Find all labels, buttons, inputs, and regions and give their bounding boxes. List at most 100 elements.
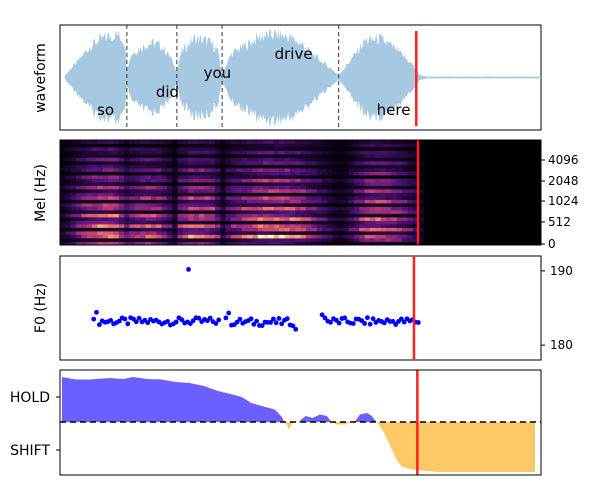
mel-cell xyxy=(65,213,72,218)
mel-cell xyxy=(332,143,339,148)
mel-cell xyxy=(86,154,93,158)
mel-cell xyxy=(118,213,125,218)
mel-cell xyxy=(391,161,398,165)
mel-cell xyxy=(305,213,312,218)
mel-cell xyxy=(375,143,382,148)
mel-cell xyxy=(193,178,200,183)
mel-cell xyxy=(263,206,269,211)
mel-cell xyxy=(86,203,93,207)
mel-cell xyxy=(231,175,237,179)
mel-cell xyxy=(364,213,371,218)
mel-cell xyxy=(348,210,355,214)
mel-cell xyxy=(396,213,403,218)
mel-cell xyxy=(300,147,307,151)
mel-cell xyxy=(198,224,205,228)
mel-cell xyxy=(231,150,237,155)
mel-cell xyxy=(247,140,253,144)
mel-cell xyxy=(257,203,264,207)
mel-cell xyxy=(311,196,317,200)
mel-cell xyxy=(92,234,98,239)
mel-cell xyxy=(300,206,307,211)
mel-cell xyxy=(353,206,360,211)
mel-cell xyxy=(321,182,328,186)
mel-cell xyxy=(172,217,178,221)
mel-cell xyxy=(407,178,414,183)
mel-cell xyxy=(348,175,355,179)
mel-cell xyxy=(166,140,173,144)
mel-cell xyxy=(76,227,82,232)
mel-cell xyxy=(81,182,88,186)
f0-point xyxy=(390,319,396,324)
mel-cell xyxy=(86,150,93,155)
mel-cell xyxy=(140,189,146,193)
mel-cell xyxy=(343,231,349,235)
mel-cell xyxy=(236,196,243,200)
mel-cell xyxy=(380,210,387,214)
mel-cell xyxy=(140,143,146,148)
mel-cell xyxy=(108,213,114,218)
mel-cell xyxy=(214,161,221,165)
mel-cell xyxy=(76,220,82,225)
mel-cell xyxy=(268,213,275,218)
mel-cell xyxy=(257,150,264,155)
mel-cell xyxy=(140,192,146,197)
mel-cell xyxy=(311,185,317,190)
mel-cell xyxy=(327,140,333,144)
mel-cell xyxy=(386,231,392,235)
mel-cell xyxy=(386,224,392,228)
mel-cell xyxy=(316,157,323,162)
mel-cell xyxy=(364,161,371,165)
f0-point xyxy=(223,315,229,321)
mel-cell xyxy=(295,220,301,225)
mel-cell xyxy=(161,182,168,186)
mel-cell xyxy=(257,168,264,172)
mel-cell xyxy=(182,192,189,197)
mel-cell xyxy=(263,182,269,186)
mel-cell xyxy=(92,224,98,228)
mel-cell xyxy=(113,157,120,162)
mel-cell xyxy=(124,157,130,162)
f0-ylabel: F0 (Hz) xyxy=(33,283,49,333)
mel-cell xyxy=(214,147,221,151)
mel-cell xyxy=(76,231,82,235)
mel-cell xyxy=(161,189,168,193)
mel-cell xyxy=(225,185,232,190)
mel-cell xyxy=(273,178,280,183)
mel-cell xyxy=(225,147,232,151)
mel-cell xyxy=(412,185,419,190)
mel-cell xyxy=(113,220,120,225)
mel-cell xyxy=(386,175,392,179)
mel-cell xyxy=(369,143,376,148)
mel-cell xyxy=(166,231,173,235)
mel-cell xyxy=(231,171,237,176)
mel-cell xyxy=(353,157,360,162)
mel-cell xyxy=(284,171,291,176)
mel-cell xyxy=(150,140,157,144)
mel-cell xyxy=(76,182,82,186)
mel-cell xyxy=(369,192,376,197)
mel-cell xyxy=(295,227,301,232)
mel-cell xyxy=(209,143,216,148)
mel-cell xyxy=(70,224,77,228)
mel-cell xyxy=(193,196,200,200)
mel-cell xyxy=(198,161,205,165)
mel-cell xyxy=(76,234,82,239)
mel-cell xyxy=(257,178,264,183)
mel-cell xyxy=(353,213,360,218)
mel-cell xyxy=(129,213,136,218)
f0-point xyxy=(382,320,387,326)
turn-tick-label: SHIFT xyxy=(10,443,50,459)
mel-cell xyxy=(198,241,205,246)
mel-cell xyxy=(220,164,227,169)
mel-cell xyxy=(86,140,93,144)
mel-cell xyxy=(204,182,211,186)
mel-cell xyxy=(412,150,419,155)
mel-cell xyxy=(353,185,360,190)
mel-cell xyxy=(412,210,419,214)
mel-cell xyxy=(284,147,291,151)
mel-cell xyxy=(86,210,93,214)
mel-cell xyxy=(386,161,392,165)
mel-cell xyxy=(225,182,232,186)
mel-cell xyxy=(113,217,120,221)
mel-cell xyxy=(375,224,382,228)
